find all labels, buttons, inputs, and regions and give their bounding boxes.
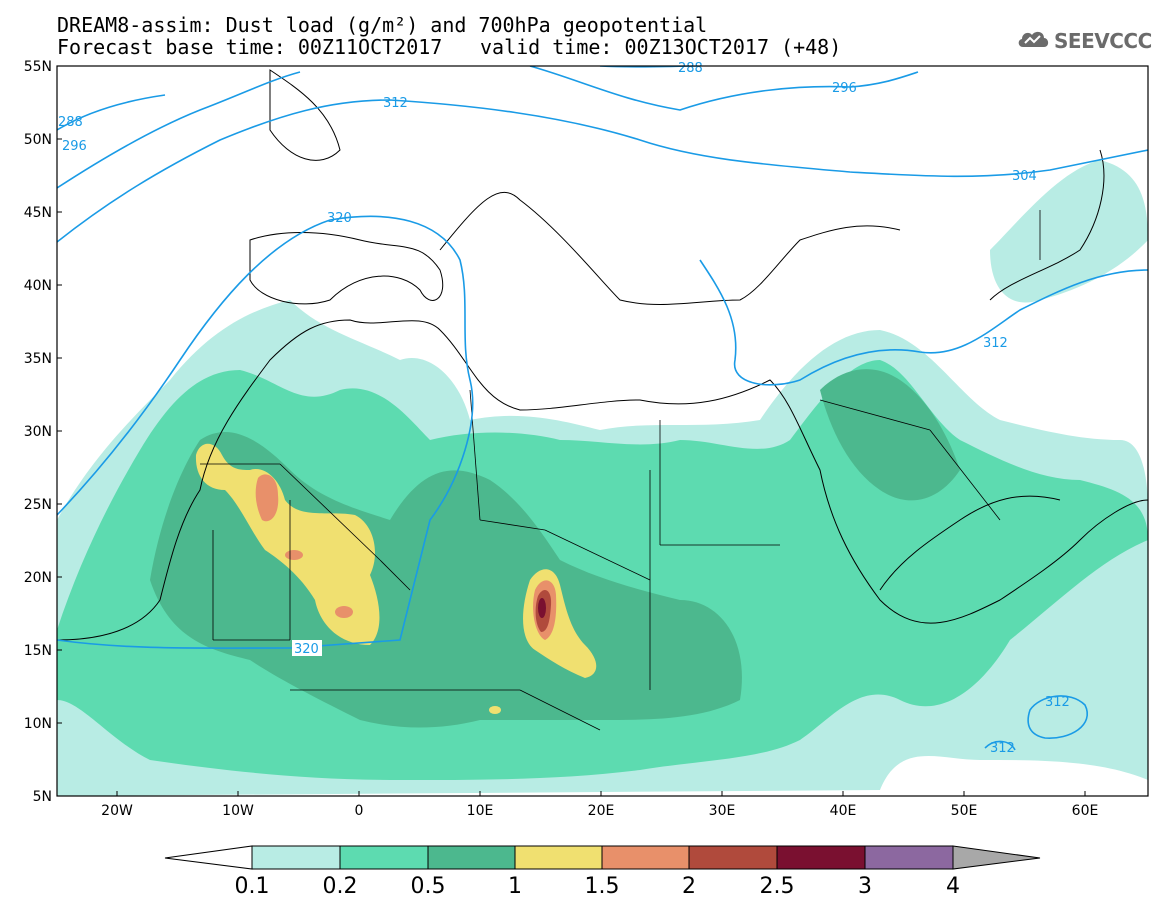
country-borders — [200, 210, 1041, 731]
lat-label: 30N — [24, 424, 52, 440]
lon-axis — [116, 791, 1086, 796]
lat-label: 55N — [24, 59, 52, 75]
geopotential-contours — [57, 66, 1148, 751]
map-title: DREAM8-assim: Dust load (g/m²) and 700hP… — [57, 13, 708, 37]
contour-312-east — [699, 259, 1148, 386]
colorbar-label: 0.5 — [411, 874, 446, 899]
colorbar-label: 3 — [858, 874, 872, 899]
colorbar-label: 2 — [682, 874, 696, 899]
lon-label: 20W — [101, 803, 133, 819]
contour-label-bg — [292, 640, 322, 656]
contour-312-somalia2 — [984, 740, 1016, 751]
contour-label: 312 — [1045, 695, 1070, 710]
lon-labels: 20W 10W 0 10E 20E 30E 40E 50E 60E — [101, 803, 1098, 819]
contour-312 — [57, 99, 1148, 243]
lat-label: 20N — [24, 570, 52, 586]
dust-level-1 — [195, 443, 380, 645]
colorbar-label: 0.1 — [235, 874, 270, 899]
lon-label: 0 — [355, 803, 364, 819]
lat-labels: 55N 50N 45N 40N 35N 30N 25N 20N 15N 10N … — [24, 59, 52, 805]
contour-label: 320 — [294, 642, 319, 657]
lat-label: 50N — [24, 132, 52, 148]
lon-label: 50E — [951, 803, 978, 819]
lat-label: 5N — [33, 789, 52, 805]
lat-label: 15N — [24, 643, 52, 659]
lon-label: 10E — [467, 803, 494, 819]
contour-label: 296 — [832, 81, 857, 96]
colorbar-under-arrow — [164, 845, 253, 870]
logo-text: SEEVCCC — [1054, 29, 1152, 53]
contour-label: 320 — [327, 211, 352, 226]
forecast-base-time: Forecast base time: 00Z11OCT2017 — [57, 35, 443, 59]
colorbar-label: 1.5 — [585, 874, 620, 899]
colorbar-bin — [601, 845, 690, 870]
dust-level-1.5-spot2 — [335, 606, 353, 618]
lon-label: 10W — [222, 803, 254, 819]
colorbar: 0.1 0.2 0.5 1 1.5 2 2.5 3 4 — [164, 845, 1041, 899]
contour-320 — [57, 215, 474, 649]
valid-time: valid time: 00Z13OCT2017 (+48) — [480, 35, 842, 59]
colorbar-label: 1 — [508, 874, 522, 899]
colorbar-label: 0.2 — [323, 874, 358, 899]
seevccc-logo: SEEVCCC — [1016, 24, 1152, 58]
dust-level-1-spot — [489, 706, 501, 714]
colorbar-bin — [776, 845, 866, 870]
lon-label: 60E — [1072, 803, 1099, 819]
contour-label: 288 — [58, 115, 83, 130]
contour-label: 312 — [983, 336, 1008, 351]
dust-level-0.5-arabia — [820, 369, 960, 501]
contour-label: 296 — [62, 139, 87, 154]
lon-label: 40E — [830, 803, 857, 819]
lat-label: 10N — [24, 716, 52, 732]
dust-level-1.5-spot1 — [285, 550, 303, 560]
contour-labels: 288 296 312 320 288 296 304 312 320 312 … — [58, 61, 1070, 756]
lat-axis — [57, 65, 62, 797]
dust-level-0.1-caspian — [990, 160, 1148, 303]
cloud-logo-icon — [1016, 27, 1050, 55]
lat-label: 40N — [24, 278, 52, 294]
contour-296-north — [529, 66, 919, 111]
contour-312-somalia — [1027, 695, 1088, 739]
lat-label: 45N — [24, 205, 52, 221]
colorbar-bin — [339, 845, 429, 870]
lat-label: 25N — [24, 497, 52, 513]
contour-296-west — [57, 71, 301, 189]
contour-label: 312 — [383, 96, 408, 111]
lon-label: 30E — [709, 803, 736, 819]
colorbar-bin — [251, 845, 341, 870]
colorbar-bin — [864, 845, 954, 870]
colorbar-label: 4 — [946, 874, 960, 899]
dust-level-1.5 — [255, 474, 279, 522]
lon-label: 20E — [588, 803, 615, 819]
contour-label: 312 — [990, 741, 1015, 756]
colorbar-over-arrow — [952, 845, 1041, 870]
contour-label: 304 — [1012, 169, 1037, 184]
lat-label: 35N — [24, 351, 52, 367]
colorbar-label: 2.5 — [760, 874, 795, 899]
contour-label: 288 — [678, 61, 703, 76]
dust-level-2.5 — [538, 598, 546, 618]
colorbar-bin — [514, 845, 603, 870]
colorbar-bin — [427, 845, 516, 870]
colorbar-bin — [688, 845, 778, 870]
contour-288-west — [57, 94, 166, 131]
